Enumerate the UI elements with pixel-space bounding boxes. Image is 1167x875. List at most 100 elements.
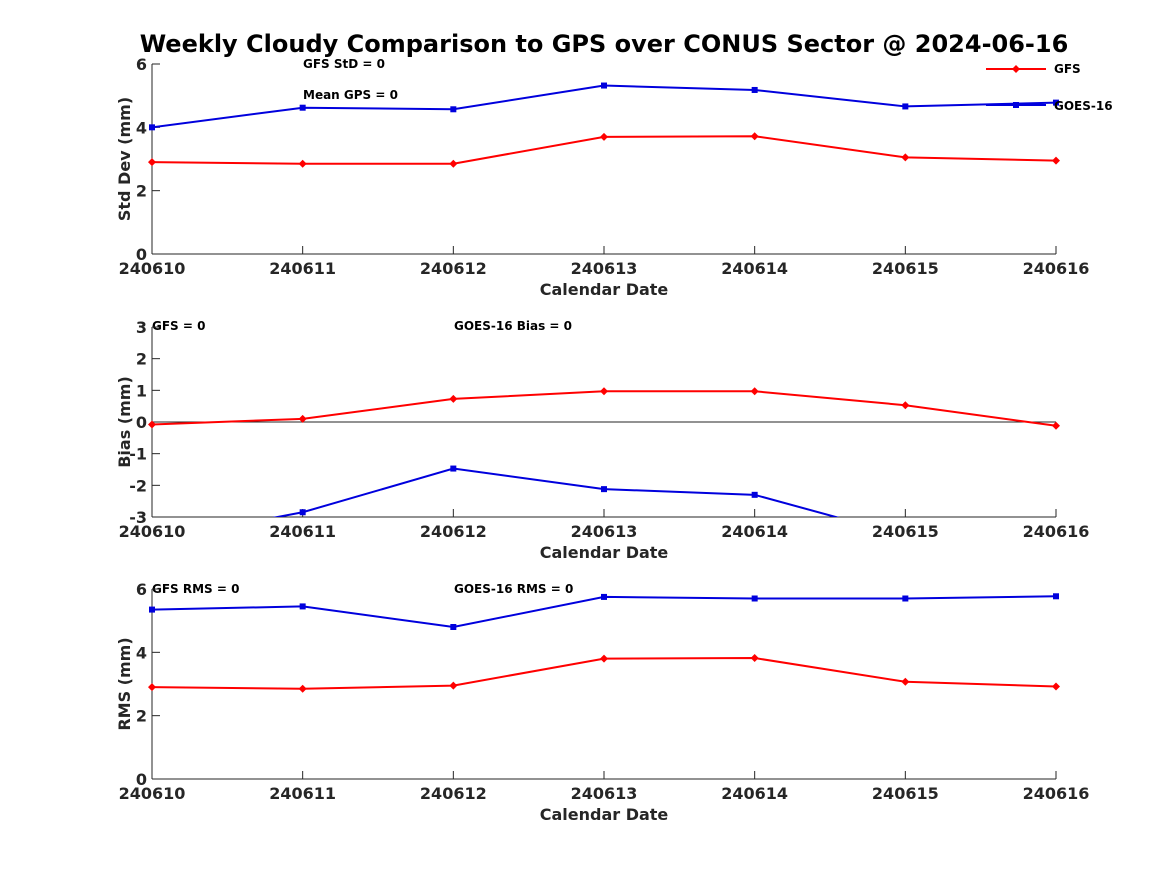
rms-gfs-point-1 (298, 684, 307, 693)
std-ytick-label-2: 4 (136, 118, 147, 137)
std-xtick-label-5: 240615 (872, 259, 939, 278)
legend-gfs-label: GFS (1054, 62, 1081, 76)
bias-xtick-label-4: 240614 (721, 522, 788, 541)
rms-ytick-label-3: 6 (136, 580, 147, 599)
std-goes-16-point-1 (299, 104, 306, 111)
bias-gfs-point-3 (600, 387, 608, 396)
bias-gfs-point-5 (901, 401, 910, 410)
rms-goes-16-point-4 (751, 595, 758, 602)
std-goes-16-point-0 (149, 124, 155, 131)
bias-series-gfs (148, 387, 1060, 430)
rms-goes-16-point-3 (601, 593, 607, 600)
rms-goes-16-point-6 (1053, 593, 1059, 600)
std-xlabel: Calendar Date (540, 280, 669, 299)
rms-gfs-point-5 (901, 677, 910, 686)
rms-ytick-label-1: 2 (136, 707, 147, 726)
rms-ytick-label-0: 0 (136, 770, 147, 789)
rms-xtick-label-5: 240615 (872, 784, 939, 803)
bias-gfs-point-6 (1052, 421, 1060, 430)
bias-ytick-label-0: -3 (129, 508, 147, 527)
std-xtick-label-1: 240611 (269, 259, 336, 278)
std-series-goes-16 (149, 82, 1059, 131)
legend-goes-label: GOES-16 (1054, 99, 1113, 113)
rms-goes-16-point-0 (149, 606, 155, 613)
std-ylabel: Std Dev (mm) (115, 97, 134, 221)
std-goes-16-point-2 (450, 106, 457, 113)
bias-ytick-label-4: 1 (136, 381, 147, 400)
rms-gfs-point-2 (449, 681, 458, 690)
bias-gfs-point-4 (750, 387, 759, 396)
std-gfs-point-4 (750, 132, 759, 141)
bias-xtick-label-5: 240615 (872, 522, 939, 541)
bias-annotation-goes: GOES-16 Bias = 0 (454, 319, 572, 333)
std-series-gfs (148, 132, 1060, 168)
bias-goes-16-point-4 (751, 491, 758, 498)
rms-ytick-label-2: 4 (136, 643, 147, 662)
bias-ylabel: Bias (mm) (115, 376, 134, 468)
rms-gfs-point-0 (148, 683, 156, 692)
bias-xtick-label-6: 240616 (1023, 522, 1090, 541)
std-gfs-point-2 (449, 159, 458, 168)
legend-goes-marker (1013, 102, 1019, 108)
std-xtick-label-2: 240612 (420, 259, 487, 278)
bias-xlabel: Calendar Date (540, 543, 669, 562)
bias-ytick-label-1: -2 (129, 476, 147, 495)
rms-axes: 0 2 4 6 240610 240611 240612 240613 240614 240615… (115, 580, 1089, 824)
bias-annotation-gfs: GFS = 0 (152, 319, 205, 333)
std-goes-16-point-5 (902, 103, 909, 110)
bias-gfs-point-0 (148, 420, 156, 429)
rms-xtick-label-4: 240614 (721, 784, 788, 803)
std-ytick-label-3: 6 (136, 55, 147, 74)
rms-xtick-label-6: 240616 (1023, 784, 1090, 803)
rms-xtick-label-0: 240610 (119, 784, 186, 803)
bias-ytick-label-6: 3 (136, 318, 147, 337)
legend: GFS GOES-16 (986, 62, 1113, 113)
std-gfs-point-5 (901, 153, 910, 162)
bias-goes-16-point-3 (601, 486, 607, 493)
std-xtick-label-0: 240610 (119, 259, 186, 278)
rms-ylabel: RMS (mm) (115, 637, 134, 730)
std-goes-16-point-4 (751, 86, 758, 93)
rms-xlabel: Calendar Date (540, 805, 669, 824)
bias-xtick-label-3: 240613 (571, 522, 638, 541)
figure-title: Weekly Cloudy Comparison to GPS over CON… (140, 30, 1069, 58)
bias-ytick-label-3: 0 (136, 413, 147, 432)
std-annotation-gfs: GFS StD = 0 (303, 57, 385, 71)
rms-xtick-label-2: 240612 (420, 784, 487, 803)
std-gfs-point-0 (148, 158, 156, 167)
std-gfs-point-1 (298, 159, 307, 168)
rms-goes-16-point-2 (450, 624, 457, 630)
rms-goes-16-point-5 (902, 595, 909, 602)
bias-gfs-point-2 (449, 394, 458, 403)
std-goes-16-point-3 (601, 82, 607, 89)
rms-xtick-label-1: 240611 (269, 784, 336, 803)
rms-gfs-point-4 (750, 654, 759, 663)
rms-annotation-goes: GOES-16 RMS = 0 (454, 582, 573, 596)
std-xtick-label-4: 240614 (721, 259, 788, 278)
bias-axes: -3 -2 -1 0 1 2 3 240610 240611 240612 240613 240614… (115, 318, 1089, 562)
rms-gfs-point-6 (1052, 682, 1060, 691)
bias-gfs-point-1 (298, 414, 307, 423)
rms-xtick-label-3: 240613 (571, 784, 638, 803)
bias-xtick-label-0: 240610 (119, 522, 186, 541)
std-gfs-point-6 (1052, 156, 1060, 165)
std-gfs-point-3 (600, 132, 608, 141)
std-goes-16-point-6 (1053, 99, 1059, 106)
std-ytick-label-0: 0 (136, 245, 147, 264)
bias-series-goes-16 (272, 465, 840, 517)
std-xtick-label-3: 240613 (571, 259, 638, 278)
std-ytick-label-1: 2 (136, 182, 147, 201)
legend-gfs-marker (1012, 65, 1020, 73)
bias-goes-16-point-2 (450, 465, 457, 472)
rms-series-gfs (148, 654, 1060, 693)
bias-ytick-label-2: -1 (129, 445, 147, 464)
bias-xtick-label-1: 240611 (269, 522, 336, 541)
rms-annotation-gfs: GFS RMS = 0 (152, 582, 239, 596)
rms-series-goes-16 (149, 593, 1059, 630)
bias-goes-16-point-1 (299, 509, 306, 516)
bias-ytick-label-5: 2 (136, 350, 147, 369)
std-axes: 0 2 4 6 240610 240611 240612 240613 240614 240615… (115, 55, 1089, 299)
std-annotation-mean-gps: Mean GPS = 0 (303, 88, 398, 102)
